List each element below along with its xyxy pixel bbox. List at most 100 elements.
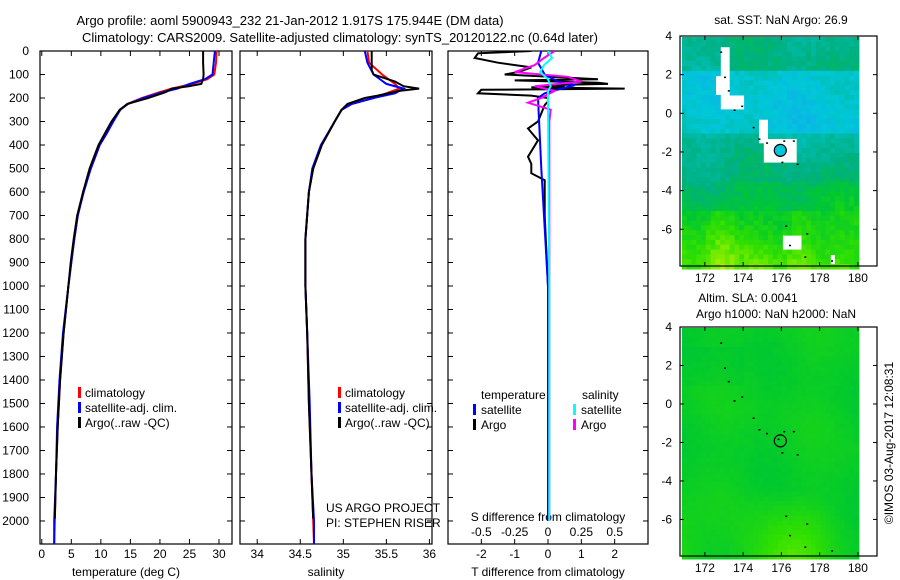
legend-label: climatology <box>345 386 405 400</box>
lon-tick-label: 174 <box>733 271 753 285</box>
coastline-mark <box>785 225 788 227</box>
depth-tick-label: 700 <box>9 208 29 222</box>
map-raster <box>681 37 860 270</box>
depth-tick-label: 0 <box>22 44 29 58</box>
coastline-mark <box>783 140 786 142</box>
coastline-mark <box>766 432 769 435</box>
legend-label: satellite <box>581 403 622 417</box>
legend-label: satellite-adj. clim. <box>345 401 437 415</box>
legend-swatch <box>78 417 81 428</box>
x-tick-label: 0 <box>38 547 45 561</box>
lat-tick-label: -6 <box>661 512 672 526</box>
legend-swatch <box>78 387 81 398</box>
map-raster <box>681 328 860 560</box>
series-line-t-argo <box>473 51 625 521</box>
depth-tick-label: 2000 <box>2 514 29 528</box>
lon-tick-label: 178 <box>810 561 830 575</box>
depth-tick-label: 1000 <box>2 279 29 293</box>
depth-tick-label: 1700 <box>2 443 29 457</box>
coastline-mark <box>831 550 834 552</box>
lon-tick-label: 180 <box>848 561 868 575</box>
x-tick-label: 0 <box>545 547 552 561</box>
series-line-argo-raw-qc- <box>304 51 420 519</box>
coastline-mark <box>781 452 784 454</box>
x-tick-label: 30 <box>212 547 226 561</box>
coastline-mark <box>723 76 726 79</box>
axes-frame <box>239 50 433 545</box>
coastline-mark <box>806 233 809 235</box>
lat-tick-label: -4 <box>661 184 672 198</box>
coastline-mark <box>733 109 736 111</box>
depth-tick-label: 1800 <box>2 467 29 481</box>
x-tick-label: 34 <box>251 547 265 561</box>
lat-tick-label: 0 <box>665 106 672 120</box>
legend-label: satellite <box>481 403 522 417</box>
x-tick-label: 36 <box>423 547 437 561</box>
coastline-mark <box>804 256 807 258</box>
depth-tick-label: 1600 <box>2 420 29 434</box>
x-tick-label: 34.5 <box>289 547 313 561</box>
map-subtitle: Argo h1000: NaN h2000: NaN <box>696 307 856 321</box>
coastline-mark <box>792 140 795 142</box>
series-line-s-argo <box>514 51 582 521</box>
lat-tick-label: -4 <box>661 474 672 488</box>
legend-swatch <box>473 404 476 415</box>
map-frame <box>679 35 878 267</box>
depth-tick-label: 300 <box>9 114 29 128</box>
argo-location-marker <box>773 143 787 157</box>
lat-tick-label: 2 <box>665 358 672 372</box>
coastline-mark <box>758 428 761 431</box>
map-title: sat. SST: NaN Argo: 26.9 <box>714 13 848 27</box>
title-line-2: Climatology: CARS2009. Satellite-adjuste… <box>82 30 598 45</box>
coastline-mark <box>752 126 755 129</box>
lat-tick-label: 0 <box>665 397 672 411</box>
coastline-mark <box>796 163 799 166</box>
series-line-t-satellite <box>536 51 575 521</box>
depth-tick-label: 1900 <box>2 490 29 504</box>
x2-tick-label: 0 <box>545 525 552 539</box>
credit-pi: PI: STEPHEN RISER <box>326 516 441 530</box>
legend-swatch <box>338 417 341 428</box>
map-frame <box>679 326 878 557</box>
depth-tick-label: 100 <box>9 67 29 81</box>
depth-tick-label: 900 <box>9 255 29 269</box>
depth-tick-label: 1300 <box>2 349 29 363</box>
series-line-argo-raw-qc- <box>53 51 205 519</box>
legend-swatch <box>78 402 81 413</box>
coastline-mark <box>777 438 780 441</box>
lon-tick-label: 172 <box>695 271 715 285</box>
credit-project: US ARGO PROJECT <box>326 501 441 515</box>
x-tick-label: 10 <box>94 547 108 561</box>
legend-swatch <box>573 419 576 430</box>
x2-tick-label: 0.25 <box>570 525 594 539</box>
coastline-mark <box>758 138 761 140</box>
series-group <box>473 51 625 521</box>
lon-tick-label: 172 <box>695 561 715 575</box>
lat-tick-label: 4 <box>665 320 672 334</box>
legend-header-temperature: temperature <box>481 388 546 402</box>
legend-label: Argo <box>481 418 507 432</box>
coastline-mark <box>792 430 795 433</box>
sst-map: 172 174 176 178 180 4 2 0 -2 -4 -6 sat. SST: NaN Ar… <box>661 13 878 285</box>
coastline-mark <box>741 396 744 398</box>
coastline-mark <box>733 400 736 402</box>
x-tick-label: 5 <box>68 547 75 561</box>
sla-map: 172 174 176 178 180 4 2 0 -2 -4 -6 Altim. SLA: 0.00… <box>661 291 878 575</box>
map-title: Altim. SLA: 0.0041 <box>698 291 798 305</box>
coastline-mark <box>781 161 784 164</box>
legend-swatch <box>338 402 341 413</box>
x2-tick-label: -0.5 <box>471 525 492 539</box>
depth-tick-label: 400 <box>9 138 29 152</box>
coastline-mark <box>723 367 726 369</box>
depth-tick-label: 800 <box>9 232 29 246</box>
lon-tick-label: 176 <box>771 271 791 285</box>
depth-tick-label: 1400 <box>2 373 29 387</box>
legend-swatch <box>338 387 341 398</box>
depth-tick-label: 200 <box>9 91 29 105</box>
plots: 0 5 10 15 20 25 300100200300400500600700800900… <box>2 13 878 579</box>
lat-tick-label: 2 <box>665 68 672 82</box>
coastline-mark <box>789 244 792 247</box>
lon-tick-label: 180 <box>848 271 868 285</box>
